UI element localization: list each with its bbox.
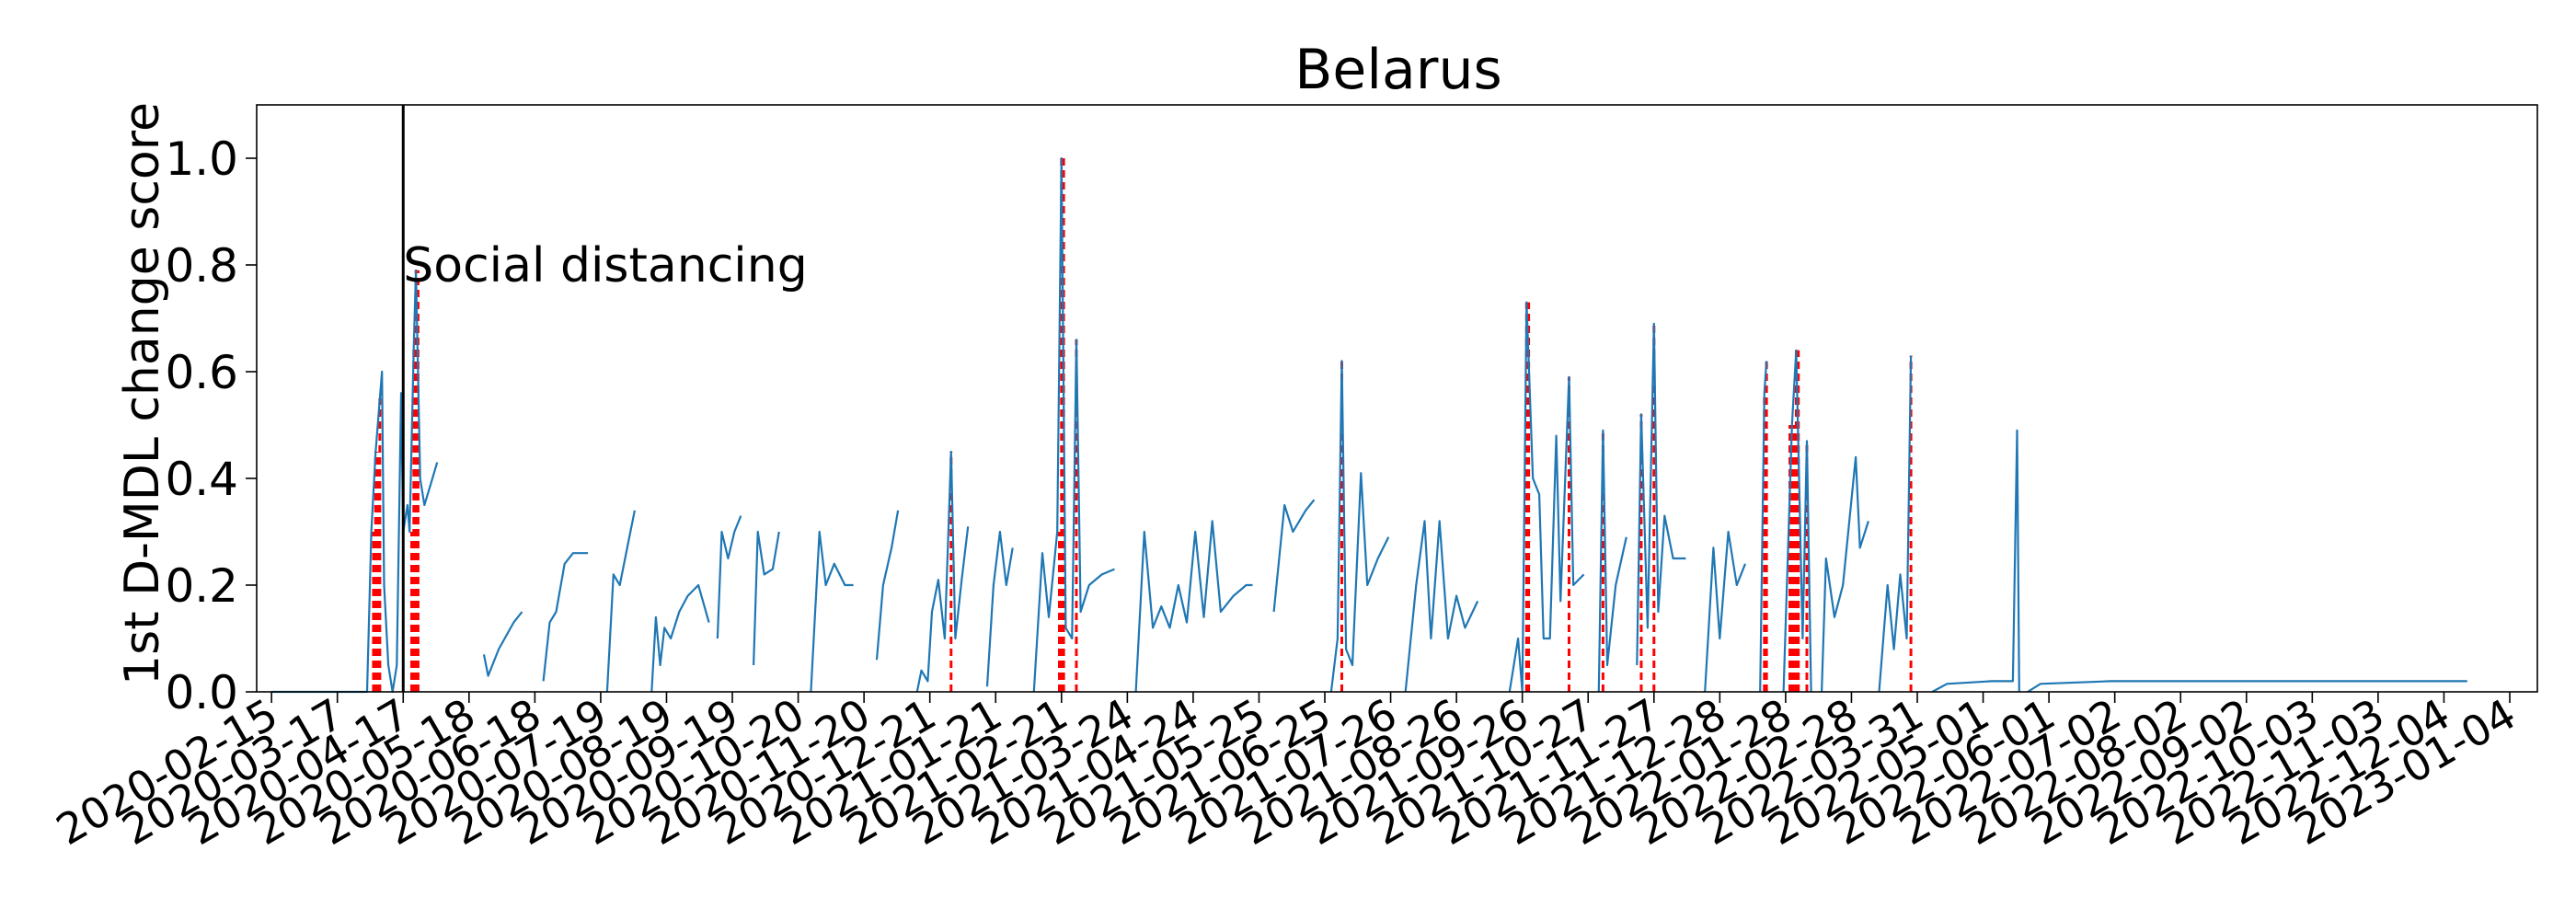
series-line xyxy=(271,156,2467,694)
social-distancing-annotation: Social distancing xyxy=(403,238,807,293)
x-axis: 2020-02-152020-03-172020-04-172020-05-18… xyxy=(48,689,2524,855)
y-axis-label: 1st D-MDL change score xyxy=(115,102,170,685)
plot-frame xyxy=(256,104,2538,693)
y-tick-label: 0.0 xyxy=(165,666,238,719)
y-axis: 0.0 0.2 0.4 0.6 0.8 1.0 xyxy=(165,132,257,719)
y-tick-label: 0.4 xyxy=(165,453,238,506)
chart-title: Belarus xyxy=(1294,38,1501,102)
plot-area xyxy=(271,105,2467,694)
y-tick-label: 1.0 xyxy=(165,132,238,186)
y-tick-label: 0.6 xyxy=(165,346,238,399)
y-tick-label: 0.8 xyxy=(165,239,238,293)
y-tick-label: 0.2 xyxy=(165,559,238,613)
